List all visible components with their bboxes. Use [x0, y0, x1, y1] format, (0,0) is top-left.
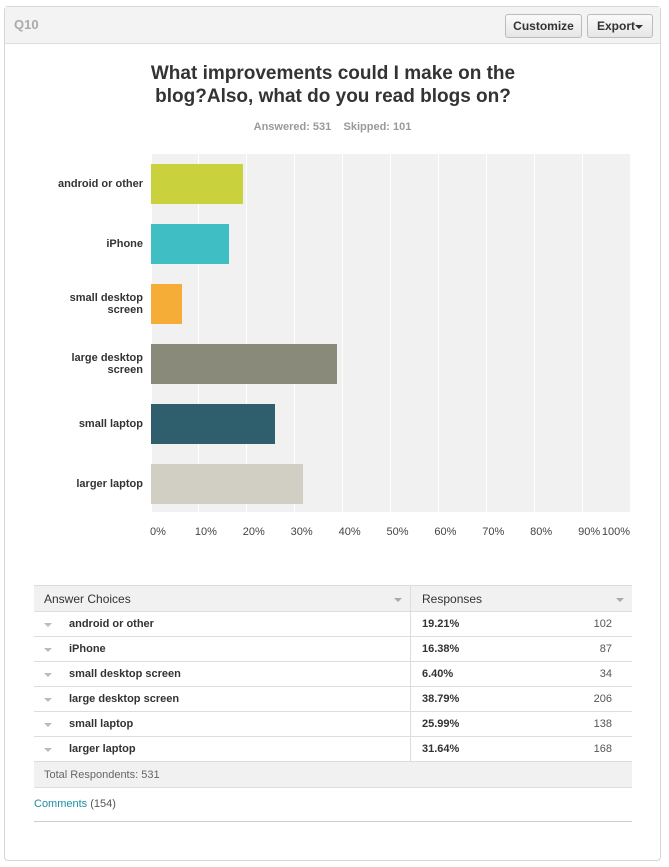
choice: iPhone [69, 643, 106, 655]
export-label: Export [597, 19, 636, 33]
count: 102 [593, 618, 612, 630]
x-tick-label: 50% [386, 526, 409, 538]
divider [410, 662, 411, 687]
sort-caret [616, 598, 624, 602]
x-tick-label: 70% [482, 526, 505, 538]
y-tick-label: larger laptop [76, 478, 143, 490]
percent: 16.38% [422, 643, 460, 655]
total-row: Total Respondents: 531 [34, 762, 632, 788]
grid-line [342, 154, 344, 512]
divider [410, 612, 411, 637]
rule [34, 821, 632, 822]
answered: Answered: 531 [253, 121, 332, 133]
choice: small laptop [69, 718, 134, 730]
expand-caret [44, 698, 52, 702]
comments-count: (154) [90, 798, 116, 810]
divider [410, 737, 411, 762]
expand-caret [44, 673, 52, 677]
customize-button[interactable]: Customize [505, 14, 582, 38]
grid-line [294, 154, 296, 512]
question-number: Q10 [14, 17, 39, 32]
bar [151, 464, 303, 504]
percent: 25.99% [422, 718, 460, 730]
divider [410, 712, 411, 737]
grid-line [246, 154, 248, 512]
choice: larger laptop [69, 743, 136, 755]
count: 34 [599, 668, 612, 680]
x-tick-label: 40% [338, 526, 361, 538]
question-panel: Q10 Customize Export [4, 6, 661, 861]
y-tick-label: small laptop [78, 418, 143, 430]
grid-line [390, 154, 391, 512]
header-cell: Answer Choices [44, 592, 131, 606]
grid-line [629, 154, 631, 512]
table-header: Answer Choices Responses [34, 585, 632, 613]
comments: Comments (154) [34, 798, 116, 810]
chart-title: What improvements could I make on the bl… [150, 63, 516, 107]
x-tick-label: 20% [242, 526, 265, 538]
grid-line [533, 154, 535, 512]
percent: 6.40% [422, 668, 454, 680]
expand-caret [44, 723, 52, 727]
bar [151, 404, 276, 444]
count: 87 [599, 643, 612, 655]
sort-caret [394, 598, 402, 602]
table-row: small desktop screen 6.40% 34 [34, 662, 632, 687]
bar [151, 344, 337, 384]
total: Total Respondents: 531 [44, 769, 160, 781]
count: 168 [593, 743, 612, 755]
expand-caret [44, 748, 52, 752]
count: 138 [593, 718, 612, 730]
percent: 38.79% [422, 693, 460, 705]
choice: small desktop screen [69, 668, 181, 680]
grid-line [581, 154, 583, 512]
expand-caret [44, 648, 52, 652]
grid-line [437, 154, 439, 512]
comments-link[interactable]: Comments [34, 798, 88, 810]
skipped: Skipped: 101 [343, 121, 412, 133]
divider [410, 637, 411, 662]
x-tick-label: 60% [434, 526, 457, 538]
divider [410, 687, 411, 712]
x-tick-label: 90% [578, 526, 601, 538]
percent: 19.21% [422, 618, 460, 630]
header: Q10 Customize Export [5, 7, 660, 44]
table-row: small laptop 25.99% 138 [34, 712, 632, 737]
grid-line [150, 154, 152, 512]
dropdown-caret [635, 25, 643, 29]
choice: android or other [69, 618, 154, 630]
bar [151, 164, 244, 204]
y-tick-label: android or other [58, 178, 143, 190]
table-row: larger laptop 31.64% 168 [34, 737, 632, 762]
grid-line [198, 154, 200, 512]
table-row: android or other 19.21% 102 [34, 612, 632, 637]
percent: 31.64% [422, 743, 460, 755]
divider [410, 586, 411, 613]
x-tick-label: 100% [601, 526, 631, 538]
x-tick-label: 80% [530, 526, 553, 538]
bar [151, 224, 230, 264]
y-tick-label: small desktop screen [69, 292, 143, 316]
y-tick-label: iPhone [106, 238, 143, 250]
x-tick-label: 0% [150, 526, 166, 538]
header-cell: Responses [422, 592, 483, 606]
count: 206 [593, 693, 612, 705]
bar [151, 284, 182, 324]
stats: Answered: 531 Skipped: 101 [0, 121, 665, 133]
expand-caret [44, 623, 52, 627]
x-tick-label: 30% [290, 526, 313, 538]
table-row: iPhone 16.38% 87 [34, 637, 632, 662]
export-button[interactable]: Export [587, 14, 653, 38]
x-tick-label: 10% [194, 526, 217, 538]
choice: large desktop screen [69, 693, 180, 705]
table-row: large desktop screen 38.79% 206 [34, 687, 632, 712]
y-tick-label: large desktop screen [71, 352, 143, 376]
grid-line [485, 154, 487, 512]
